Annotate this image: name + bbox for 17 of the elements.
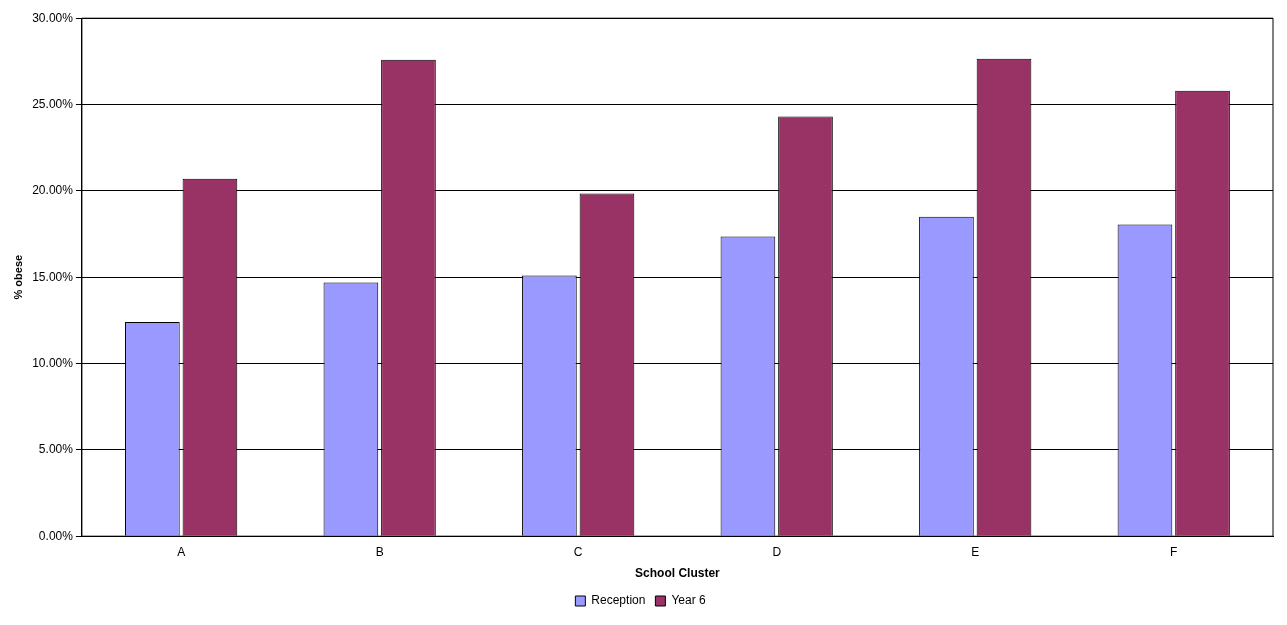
legend-label: Year 6 <box>671 593 706 608</box>
y-axis-title: % obese <box>11 254 24 300</box>
y-tick-label: 30.00% <box>32 10 74 25</box>
x-tick-label: B <box>375 544 384 559</box>
y-tick-label: 0.00% <box>38 528 74 543</box>
y-tick-label: 25.00% <box>32 96 74 111</box>
y-tick-label: 20.00% <box>32 183 74 198</box>
x-tick-label: E <box>971 544 980 559</box>
legend-label: Reception <box>591 593 646 608</box>
x-tick-label: C <box>573 544 583 559</box>
x-tick-label: A <box>177 544 186 559</box>
y-tick-label: 5.00% <box>38 442 74 457</box>
x-tick-label: F <box>1170 544 1178 559</box>
x-tick-label: D <box>772 544 782 559</box>
y-tick-label: 15.00% <box>32 269 74 284</box>
x-axis-title: School Cluster <box>635 566 721 581</box>
y-tick-label: 10.00% <box>32 355 74 370</box>
